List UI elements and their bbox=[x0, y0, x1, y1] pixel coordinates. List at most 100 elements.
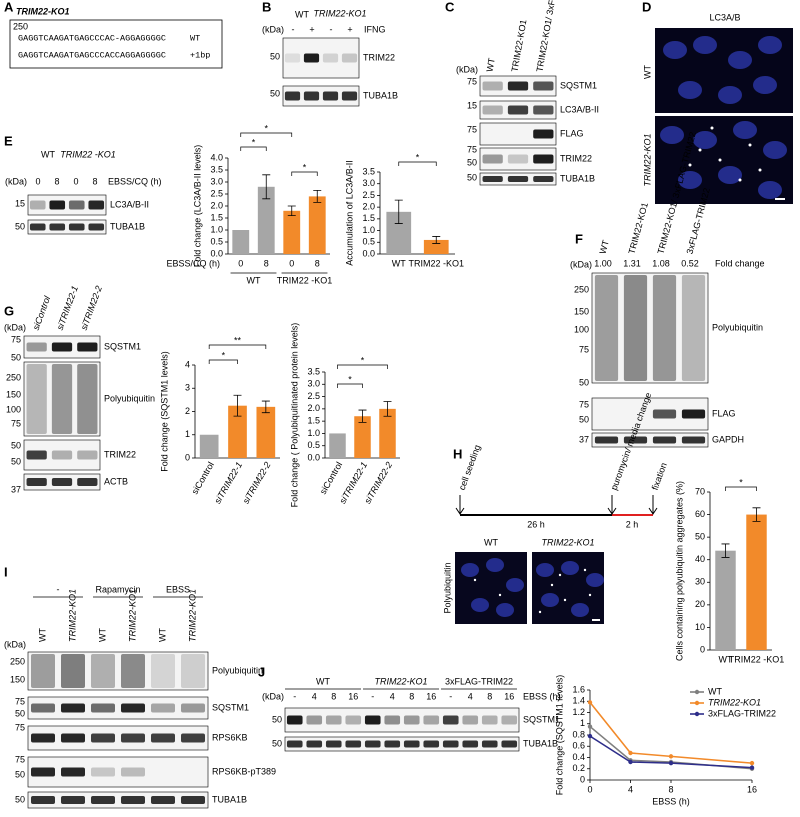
puncta bbox=[718, 158, 722, 162]
blot-frame bbox=[27, 696, 209, 720]
puncta bbox=[583, 568, 587, 572]
time-label: - bbox=[449, 691, 452, 701]
significance: * bbox=[739, 477, 743, 487]
blot-band bbox=[623, 436, 648, 444]
time-label: - bbox=[293, 691, 296, 701]
kda-marker: 75 bbox=[467, 144, 477, 154]
band-label: Polyubiquitin bbox=[104, 393, 155, 403]
blot-frame bbox=[591, 272, 709, 384]
blot-frame bbox=[282, 85, 360, 107]
nucleus bbox=[718, 86, 742, 104]
fold-value: 0.52 bbox=[681, 258, 699, 268]
x-tick-label: 0 bbox=[238, 258, 243, 268]
kda-marker: 75 bbox=[15, 722, 25, 732]
kda-label: (kDa) bbox=[570, 259, 592, 269]
kda-marker: 150 bbox=[6, 389, 21, 399]
nucleus bbox=[728, 51, 752, 69]
y-tick-label: 20 bbox=[695, 599, 705, 609]
x-axis-title: EBSS/CQ (h) bbox=[166, 258, 220, 268]
kda-marker: 150 bbox=[10, 674, 25, 684]
blot-band bbox=[61, 767, 85, 777]
blot-band bbox=[482, 176, 503, 182]
panel-letter: D bbox=[642, 0, 651, 14]
y-tick-label: 2.0 bbox=[210, 200, 223, 210]
blot-band bbox=[594, 275, 619, 381]
x-tick-label: 8 bbox=[668, 784, 673, 794]
kda-label: (kDa) bbox=[262, 691, 284, 701]
blot-band bbox=[594, 436, 619, 444]
puncta bbox=[748, 143, 752, 147]
significance-bracket bbox=[725, 486, 757, 491]
time-label: 16 bbox=[348, 691, 358, 701]
y-tick-label: 2.0 bbox=[362, 202, 375, 212]
blot-band bbox=[306, 740, 323, 748]
band-label: TUBA1B bbox=[110, 221, 145, 231]
kda-marker: 75 bbox=[579, 399, 589, 409]
x-tick-label: 0 bbox=[587, 784, 592, 794]
blot-frame bbox=[591, 432, 709, 448]
error-bar bbox=[752, 507, 761, 522]
blot-band bbox=[384, 740, 401, 748]
legend-marker bbox=[694, 700, 700, 706]
sequence-label: WT bbox=[190, 33, 200, 43]
blot-band bbox=[61, 796, 85, 804]
blot-band bbox=[91, 767, 115, 777]
y-axis-title: Fold change (SQSTM1 levels) bbox=[159, 351, 169, 472]
blot-frame bbox=[27, 219, 107, 235]
blot-band bbox=[51, 364, 73, 434]
band-label: Polyubiquitin bbox=[712, 322, 763, 332]
blot-band bbox=[49, 200, 66, 210]
error-bar bbox=[262, 174, 271, 200]
legend-label: 3xFLAG-TRIM22 bbox=[708, 708, 776, 718]
bar bbox=[283, 210, 301, 254]
kda-marker: 50 bbox=[579, 414, 589, 424]
kda-marker: 50 bbox=[11, 456, 21, 466]
blot-band bbox=[51, 478, 73, 486]
blot-band bbox=[151, 733, 175, 743]
blot-band bbox=[51, 342, 73, 352]
panel-title: TRIM22-KO1 bbox=[16, 6, 70, 16]
lane-label: WT bbox=[484, 57, 496, 73]
puncta bbox=[738, 178, 742, 182]
blot-band bbox=[68, 200, 85, 210]
panel-letter: C bbox=[445, 0, 455, 14]
duration: 26 h bbox=[527, 519, 545, 529]
significance-bracket bbox=[337, 383, 363, 388]
fold-value: 1.31 bbox=[623, 258, 641, 268]
panel-letter: I bbox=[4, 564, 8, 579]
blot-band bbox=[623, 275, 648, 381]
blot-band bbox=[151, 796, 175, 804]
blot-band bbox=[91, 733, 115, 743]
lane-label: WT bbox=[598, 239, 611, 256]
time-label: 4 bbox=[468, 691, 473, 701]
sequence-box bbox=[9, 19, 223, 69]
nucleus bbox=[660, 126, 684, 144]
blot-band bbox=[507, 105, 529, 115]
bar bbox=[228, 405, 247, 458]
kda-marker: 75 bbox=[11, 418, 21, 428]
kda-marker: 50 bbox=[15, 794, 25, 804]
blot-band bbox=[681, 275, 706, 381]
legend-label: WT bbox=[708, 686, 722, 696]
y-axis-title: Cells containing polyubiquitin aggregate… bbox=[674, 481, 684, 661]
line bbox=[589, 735, 753, 769]
kda-marker: 100 bbox=[6, 404, 21, 414]
blot-band bbox=[151, 654, 175, 688]
blot-band bbox=[286, 715, 303, 725]
x-tick-label: TRIM22 -KO1 bbox=[729, 654, 785, 664]
legend-marker bbox=[694, 711, 700, 717]
kda-marker: 15 bbox=[467, 100, 477, 110]
lane-label: WT bbox=[157, 628, 167, 642]
y-tick-label: 3.0 bbox=[307, 379, 320, 389]
blot-band bbox=[341, 53, 358, 63]
significance-bracket bbox=[208, 359, 238, 364]
blot-band bbox=[181, 654, 205, 688]
sequence: GAGGTCAAGATGAGCCCAC-AGGAGGGGC bbox=[18, 33, 166, 43]
error-bar bbox=[313, 190, 322, 203]
y-tick-label: 0.2 bbox=[572, 763, 585, 773]
group-label: WT bbox=[316, 676, 330, 686]
blot-band bbox=[121, 703, 145, 713]
y-tick-label: 10 bbox=[695, 622, 705, 632]
bar bbox=[715, 550, 736, 650]
bar bbox=[379, 408, 396, 458]
